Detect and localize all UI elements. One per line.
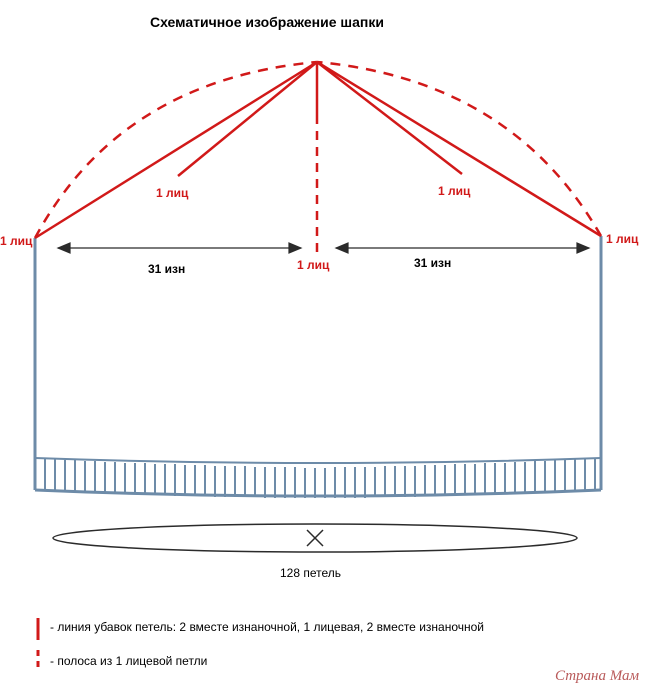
purl-label-right: 31 изн bbox=[414, 256, 451, 270]
watermark: Страна Мам bbox=[555, 668, 639, 685]
purl-label-left: 31 изн bbox=[148, 262, 185, 276]
hat-rib-top bbox=[35, 458, 601, 463]
legend-solid-marker bbox=[35, 618, 41, 640]
lits-label-far-right: 1 лиц bbox=[606, 232, 638, 246]
arrow-right bbox=[336, 243, 589, 253]
legend-solid-text: - линия убавок петель: 2 вместе изнаночн… bbox=[50, 620, 484, 634]
hat-bottom bbox=[35, 490, 601, 496]
diagram-title: Схематичное изображение шапки bbox=[150, 14, 384, 30]
lits-label-mid-right: 1 лиц bbox=[438, 184, 470, 198]
ellipse-cross-icon bbox=[307, 530, 323, 546]
stitch-count-label: 128 петель bbox=[280, 566, 341, 580]
arrow-left bbox=[58, 243, 301, 253]
legend-dashed-text: - полоса из 1 лицевой петли bbox=[50, 654, 207, 668]
hat-diagram bbox=[0, 0, 648, 600]
lits-label-center: 1 лиц bbox=[297, 258, 329, 272]
lits-label-mid-left: 1 лиц bbox=[156, 186, 188, 200]
legend-dashed-marker bbox=[35, 650, 41, 672]
lits-label-far-left: 1 лиц bbox=[0, 234, 32, 248]
